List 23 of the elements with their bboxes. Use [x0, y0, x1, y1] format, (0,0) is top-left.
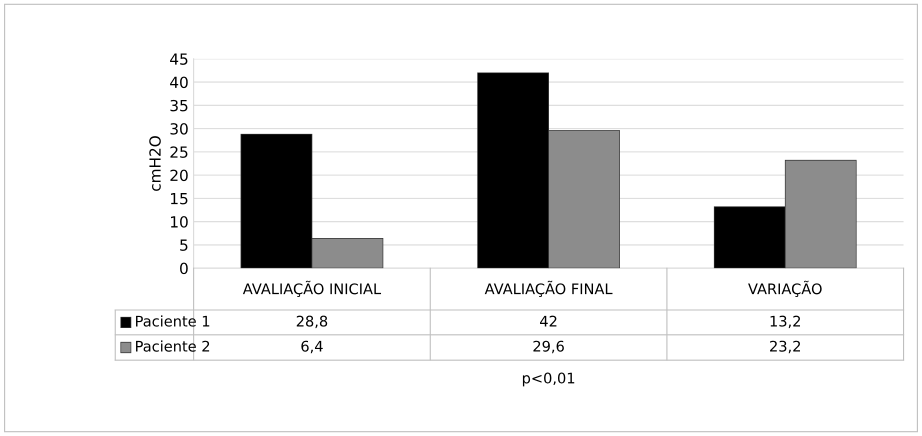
y-axis-title: cmH2O	[149, 136, 161, 191]
y-tick-label: 25	[170, 146, 188, 158]
data-label: 6,4	[301, 340, 323, 354]
x-tick-label: AVALIAÇÃO FINAL	[484, 280, 612, 297]
text: p<0,01	[522, 372, 574, 386]
y-tick-label: 45	[170, 54, 188, 65]
y-tick-label: 15	[170, 193, 188, 204]
data-label: 13,2	[770, 316, 800, 328]
data-label: 42	[540, 316, 556, 326]
legend-label: Paciente 1	[136, 315, 210, 327]
data-label: 28,8	[296, 316, 328, 328]
x-tick-label: AVALIAÇÃO INICIAL	[242, 280, 382, 297]
y-tick-label: 30	[170, 123, 188, 135]
y-tick-label: 10	[170, 216, 188, 228]
y-tick-label: 20	[170, 170, 188, 182]
data-label: 23,2	[770, 340, 800, 354]
x-tick-label: VARIAÇÃO	[748, 280, 822, 297]
legend-label: Paciente 2	[136, 340, 210, 352]
data-label: 29,6	[533, 340, 564, 354]
y-tick-label: 5	[180, 240, 188, 251]
y-tick-label: 35	[170, 100, 188, 112]
y-tick-label: 40	[170, 76, 188, 88]
y-tick-label: 0	[180, 262, 188, 274]
